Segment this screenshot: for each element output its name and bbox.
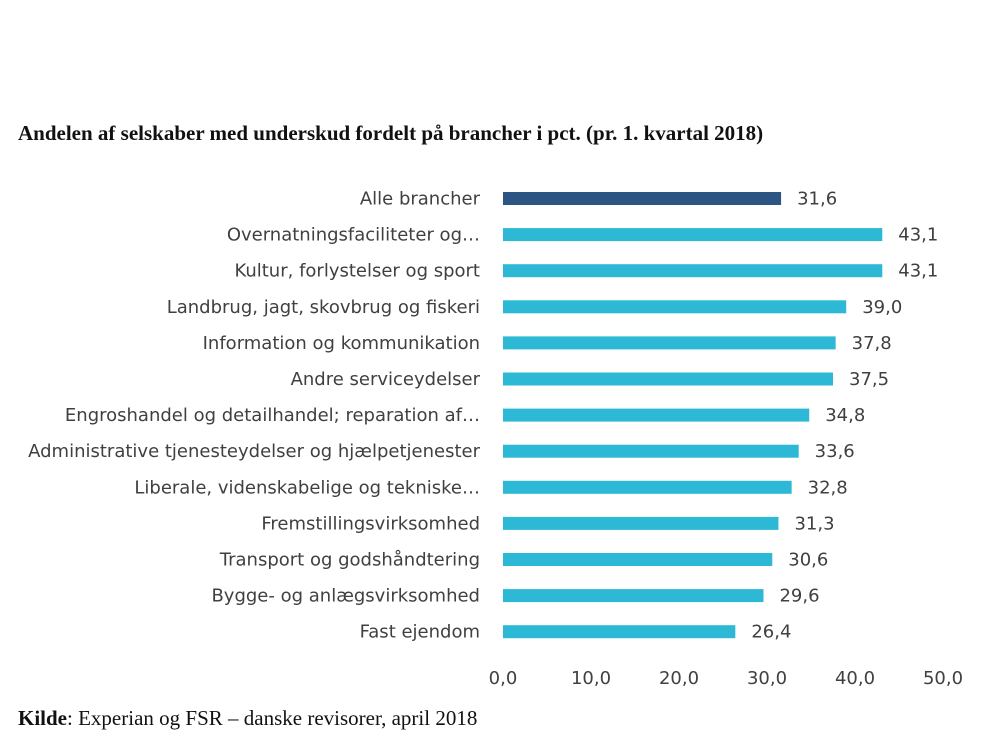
value-label: 26,4 [751,622,791,643]
category-label: Fremstillingsvirksomhed [261,513,480,534]
x-tick-label: 30,0 [747,668,787,689]
bar [503,372,833,386]
bar [503,516,779,530]
x-tick-label: 40,0 [835,668,875,689]
value-label: 33,6 [815,441,855,462]
x-tick-label: 20,0 [659,668,699,689]
bar [503,444,799,458]
category-label: Engroshandel og detailhandel; reparation… [65,405,480,426]
value-label: 34,8 [825,405,865,426]
value-label: 32,8 [808,477,848,498]
bar [503,336,836,350]
category-label: Liberale, videnskabelige og tekniske… [134,477,480,498]
value-label: 29,6 [779,586,819,607]
source-note: Kilde: Experian og FSR – danske revisore… [18,706,477,731]
value-label: 43,1 [898,261,938,282]
category-label: Administrative tjenesteydelser og hjælpe… [28,441,480,462]
bar [503,300,847,314]
category-label: Information og kommunikation [203,333,480,354]
bar-chart: Alle brancher 31,6 Overnatningsfaciliteter… [28,189,963,690]
category-label: Kultur, forlystelser og sport [234,261,480,282]
bar [503,625,736,639]
category-label: Andre serviceydelser [291,369,481,390]
category-label: Bygge- og anlægsvirksomhed [211,586,480,607]
category-label: Landbrug, jagt, skovbrug og fiskeri [167,297,480,318]
value-label: 31,3 [794,513,834,534]
bar [503,264,883,278]
x-tick-label: 0,0 [489,668,518,689]
bar [503,480,792,494]
x-tick-label: 50,0 [923,668,963,689]
bar [503,192,782,205]
bar [503,408,810,422]
x-tick-label: 10,0 [571,668,611,689]
chart-title: Andelen af selskaber med underskud forde… [18,121,764,145]
category-label: Alle brancher [360,189,481,210]
bar [503,589,764,603]
value-label: 37,8 [852,333,892,354]
value-label: 39,0 [862,297,902,318]
value-label: 43,1 [898,225,938,246]
value-label: 37,5 [849,369,889,390]
value-label: 31,6 [797,189,837,210]
category-label: Fast ejendom [360,622,480,643]
value-label: 30,6 [788,550,828,571]
category-label: Transport og godshåndtering [219,550,480,571]
source-label: Kilde [18,706,68,730]
category-label: Overnatningsfaciliteter og… [227,225,480,246]
bar [503,228,883,242]
bar [503,553,773,566]
source-text: : Experian og FSR – danske revisorer, ap… [67,706,478,730]
